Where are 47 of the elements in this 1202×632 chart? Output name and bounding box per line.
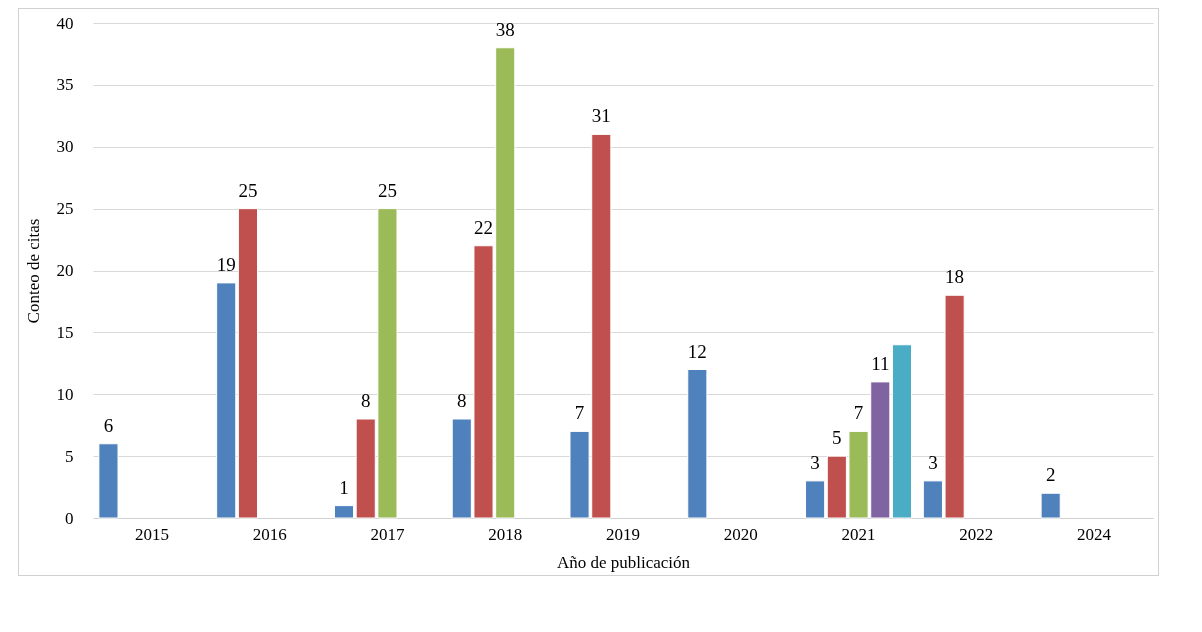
y-tick-label: 30 [56, 137, 74, 157]
data-label: 3 [810, 451, 820, 473]
bar [237, 208, 258, 519]
x-tick-label: 2019 [606, 524, 640, 544]
data-label: 38 [495, 18, 515, 40]
y-tick-label: 25 [56, 199, 74, 219]
x-tick-label: 2021 [841, 524, 876, 544]
y-tick-label: 0 [65, 508, 74, 528]
data-label: 19 [216, 253, 236, 275]
bar [891, 344, 913, 519]
x-tick-label: 2018 [488, 524, 523, 544]
y-tick-label: 40 [56, 13, 74, 33]
data-label: 7 [853, 402, 864, 424]
data-label: 11 [871, 352, 890, 374]
bar [687, 369, 708, 519]
bar [333, 505, 355, 519]
data-label: 25 [377, 179, 397, 201]
data-label: 12 [687, 340, 707, 362]
x-tick-label: 2022 [959, 524, 994, 544]
x-tick-label: 2015 [134, 524, 169, 544]
data-label: 3 [928, 451, 938, 473]
y-axis-title: Conteo de citas [23, 218, 43, 324]
bar [98, 443, 119, 519]
data-label: 18 [945, 266, 965, 288]
data-label: 2 [1045, 464, 1056, 486]
y-tick-label: 5 [65, 446, 74, 466]
x-tick-label: 2024 [1077, 524, 1112, 544]
bar [805, 480, 826, 519]
y-tick-label: 35 [56, 75, 74, 95]
data-label: 25 [238, 179, 258, 201]
data-label: 7 [574, 402, 585, 424]
y-tick-label: 15 [56, 322, 74, 342]
x-axis-title: Año de publicación [556, 552, 691, 572]
bar [1040, 492, 1061, 519]
x-tick-label: 2016 [252, 524, 287, 544]
data-label: 22 [474, 216, 493, 238]
y-tick-label: 20 [56, 261, 74, 280]
data-label: 5 [832, 427, 842, 449]
data-label: 1 [339, 476, 349, 498]
data-label: 8 [360, 390, 371, 411]
y-tick-label: 10 [56, 384, 74, 404]
data-label: 31 [591, 105, 611, 127]
data-label: 6 [103, 414, 114, 436]
x-tick-label: 2017 [370, 524, 405, 544]
data-label: 8 [457, 390, 467, 411]
x-tick-label: 2020 [723, 524, 758, 544]
bar [216, 282, 237, 519]
